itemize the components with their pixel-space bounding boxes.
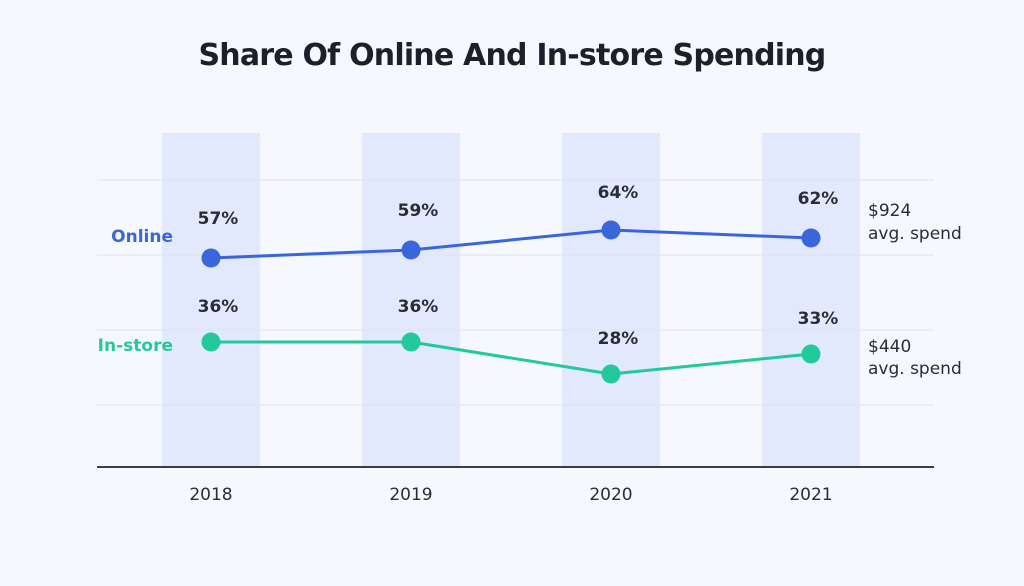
column-band-2020 xyxy=(562,133,660,468)
series-label-in-store: In-store xyxy=(98,336,173,356)
x-tick-label: 2021 xyxy=(789,485,832,505)
online-value-label: 64% xyxy=(598,183,639,203)
x-tick-label: 2019 xyxy=(389,485,432,505)
series-label-online: Online xyxy=(111,227,173,247)
in-store-avg-spend-amount: $440 xyxy=(868,337,911,357)
online-value-label: 59% xyxy=(398,201,439,221)
online-point-2021 xyxy=(801,228,821,248)
column-bands xyxy=(162,133,860,468)
in-store-point-2018 xyxy=(201,332,221,352)
column-band-2019 xyxy=(362,133,460,468)
online-point-2019 xyxy=(401,240,421,260)
in-store-point-2021 xyxy=(801,344,821,364)
x-axis: 2018 2019 2020 2021 xyxy=(97,466,934,505)
chart-title: Share Of Online And In-store Spending xyxy=(198,38,826,73)
in-store-value-label: 28% xyxy=(598,329,639,349)
data-points xyxy=(201,220,821,384)
x-tick-label: 2020 xyxy=(589,485,632,505)
in-store-series-line xyxy=(209,340,813,376)
in-store-point-2020 xyxy=(601,364,621,384)
in-store-value-label: 36% xyxy=(198,297,239,317)
series-lines xyxy=(209,228,813,376)
online-series-line xyxy=(209,228,813,260)
online-point-2018 xyxy=(201,248,221,268)
online-point-2020 xyxy=(601,220,621,240)
gridlines xyxy=(97,179,934,406)
in-store-point-2019 xyxy=(401,332,421,352)
column-band-2021 xyxy=(762,133,860,468)
data-labels: 57% 59% 64% 62% 36% 36% 28% 33% xyxy=(198,183,839,349)
in-store-avg-spend-caption: avg. spend xyxy=(868,359,962,379)
online-avg-spend-amount: $924 xyxy=(868,201,911,221)
online-avg-spend-caption: avg. spend xyxy=(868,224,962,244)
online-value-label: 62% xyxy=(798,189,839,209)
in-store-value-label: 36% xyxy=(398,297,439,317)
online-value-label: 57% xyxy=(198,209,239,229)
column-band-2018 xyxy=(162,133,260,468)
in-store-value-label: 33% xyxy=(798,309,839,329)
x-tick-label: 2018 xyxy=(189,485,232,505)
